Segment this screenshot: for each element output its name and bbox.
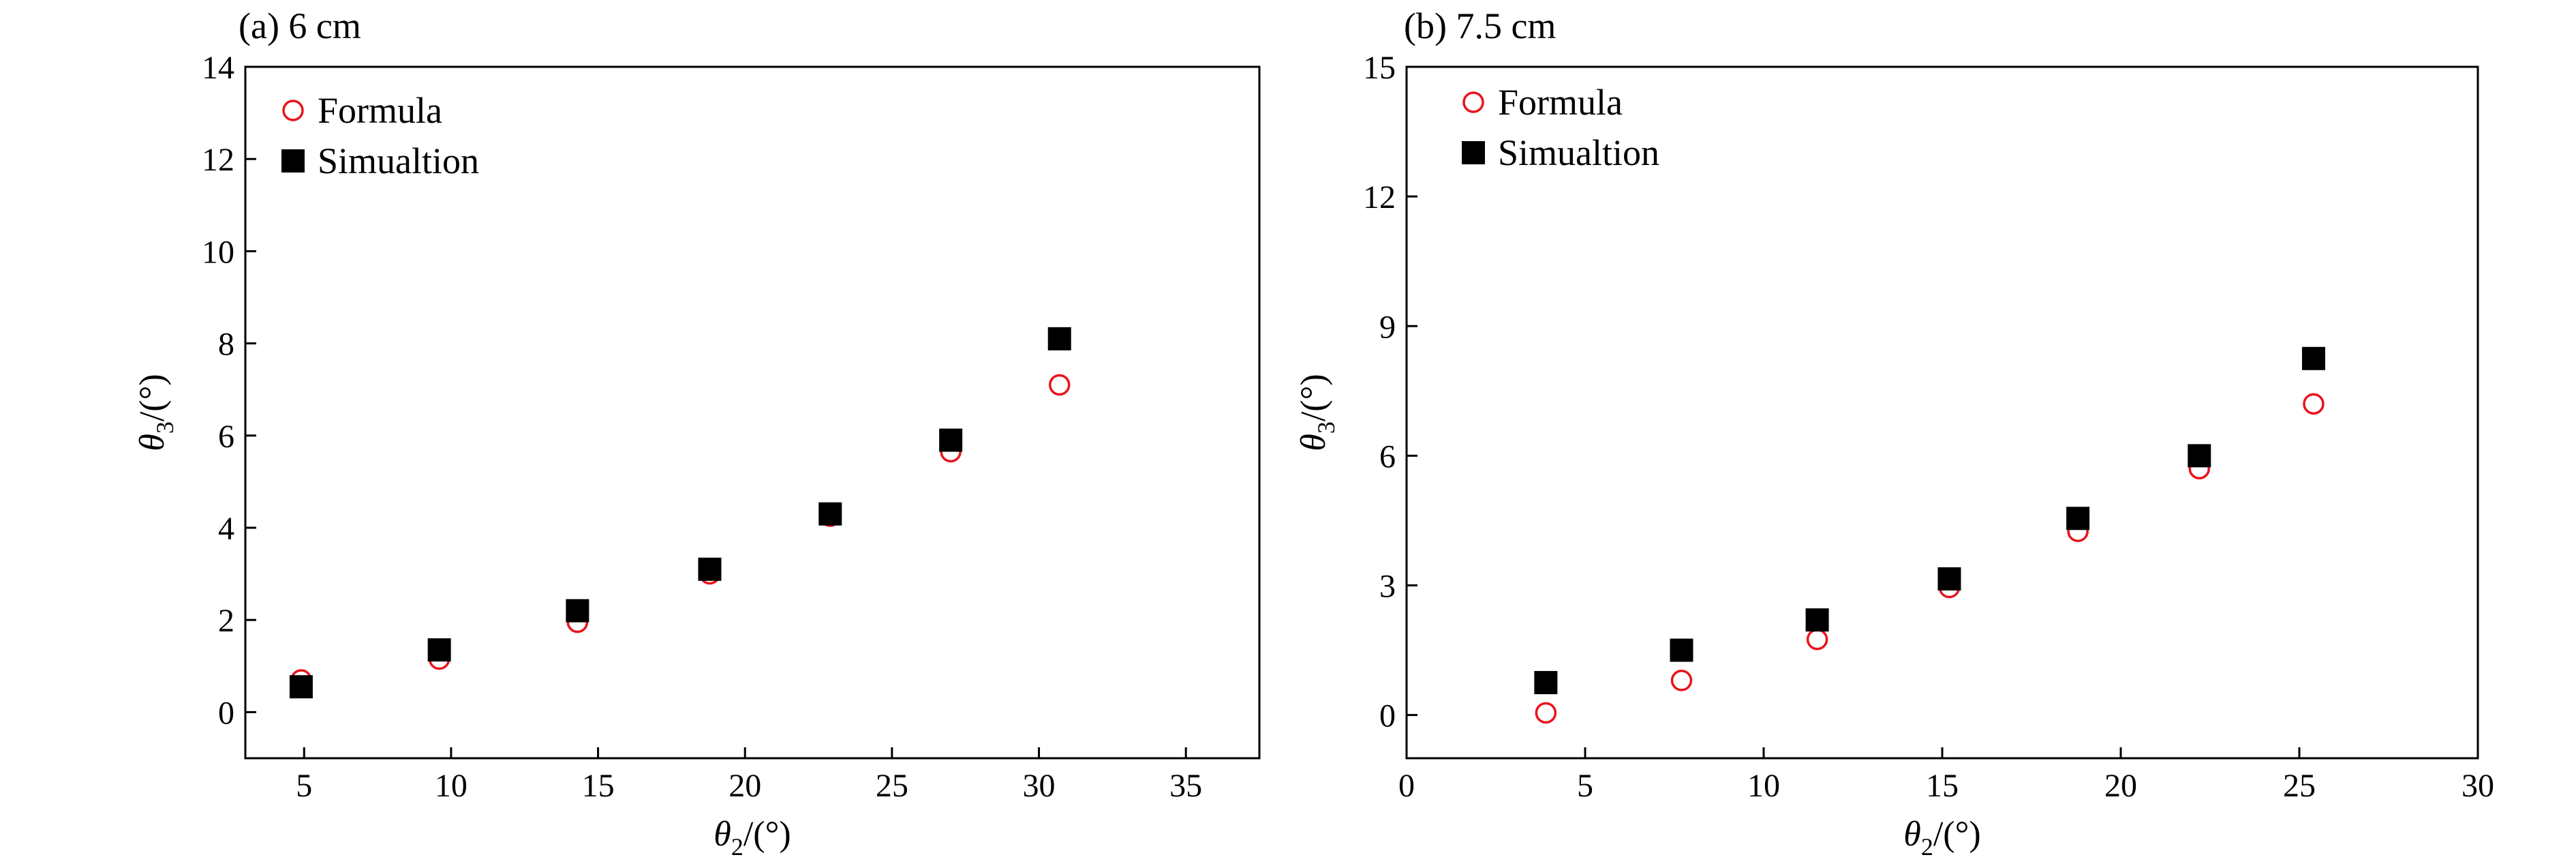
simulation-point bbox=[1670, 638, 1693, 662]
y-tick-label: 0 bbox=[218, 695, 234, 731]
y-axis-label-unit: /(°) bbox=[1294, 374, 1333, 421]
legend-label: Simualtion bbox=[1498, 132, 1659, 173]
simulation-point bbox=[1534, 671, 1558, 695]
formula-point bbox=[1670, 670, 1693, 691]
y-axis-label-symbol: θ bbox=[133, 434, 172, 451]
y-axis-label-symbol: θ bbox=[1294, 434, 1333, 451]
y-tick-label: 10 bbox=[202, 234, 234, 270]
y-axis-label: θ3/(°) bbox=[1294, 374, 1340, 451]
x-tick-label: 25 bbox=[876, 768, 908, 804]
x-tick-label: 15 bbox=[582, 768, 615, 804]
x-axis-label-symbol: θ bbox=[714, 815, 731, 854]
x-tick-label: 10 bbox=[435, 768, 467, 804]
x-tick-label: 20 bbox=[729, 768, 761, 804]
legend-marker-formula bbox=[282, 100, 304, 121]
simulation-point bbox=[1805, 608, 1829, 632]
x-axis-label: θ2/(°) bbox=[1903, 815, 1980, 860]
y-axis-label-unit: /(°) bbox=[133, 374, 172, 421]
y-axis-label-subscript: 3 bbox=[1313, 421, 1340, 434]
plot-frame bbox=[244, 65, 1261, 760]
simulation-point bbox=[1937, 567, 1961, 590]
x-tick-label: 0 bbox=[1398, 768, 1415, 804]
y-tick-label: 6 bbox=[1379, 438, 1396, 475]
x-tick-label: 15 bbox=[1926, 768, 1959, 804]
legend-marker-formula bbox=[1462, 91, 1484, 113]
y-axis-label: θ3/(°) bbox=[133, 374, 179, 451]
x-axis-label-symbol: θ bbox=[1903, 815, 1921, 854]
x-axis-label: θ2/(°) bbox=[714, 815, 791, 860]
x-tick-label: 25 bbox=[2283, 768, 2316, 804]
y-axis-label-subscript: 3 bbox=[151, 421, 179, 434]
chart-panel-b: (b) 7.5 cm0 5 10 15 20 25 3003691215θ2/(°)θ3/(… bbox=[1294, 5, 2494, 860]
legend-label: Formula bbox=[318, 90, 442, 131]
simulation-point bbox=[1047, 327, 1071, 350]
formula-point bbox=[2303, 393, 2325, 415]
x-tick-label: 30 bbox=[1023, 768, 1056, 804]
x-tick-label: 20 bbox=[2104, 768, 2137, 804]
y-tick-label: 15 bbox=[1363, 50, 1396, 86]
x-axis-label-unit: /(°) bbox=[743, 815, 791, 854]
x-tick-label: 30 bbox=[2462, 768, 2494, 804]
formula-point bbox=[1806, 628, 1828, 650]
x-tick-label: 10 bbox=[1747, 768, 1780, 804]
simulation-point bbox=[566, 599, 589, 623]
legend-label: Simualtion bbox=[318, 140, 479, 181]
legend-marker-simulation bbox=[281, 149, 305, 173]
simulation-point bbox=[698, 557, 722, 581]
x-tick-label: 35 bbox=[1169, 768, 1202, 804]
y-tick-label: 4 bbox=[218, 511, 234, 547]
panel-title: (b) 7.5 cm bbox=[1404, 5, 1556, 46]
legend-marker-simulation bbox=[1462, 141, 1485, 164]
x-tick-label: 5 bbox=[1577, 768, 1593, 804]
y-tick-label: 0 bbox=[1379, 698, 1396, 734]
y-tick-label: 2 bbox=[218, 603, 234, 639]
formula-point bbox=[1535, 702, 1557, 724]
x-axis-label-subscript: 2 bbox=[1921, 833, 1933, 860]
y-tick-label: 14 bbox=[202, 50, 234, 86]
x-axis-label-subscript: 2 bbox=[731, 833, 743, 860]
y-tick-label: 12 bbox=[202, 142, 234, 178]
y-tick-label: 9 bbox=[1379, 309, 1396, 345]
simulation-point bbox=[939, 428, 963, 452]
formula-point bbox=[1048, 374, 1071, 396]
simulation-point bbox=[427, 638, 451, 662]
simulation-point bbox=[2301, 346, 2325, 370]
y-tick-label: 3 bbox=[1379, 569, 1396, 605]
y-tick-label: 6 bbox=[218, 419, 234, 455]
chart-panel-a: (a) 6 cm5 10 15 20 25 30 3502468101214θ2/(°)θ3… bbox=[133, 5, 1261, 860]
panel-title: (a) 6 cm bbox=[239, 5, 361, 46]
y-tick-label: 12 bbox=[1363, 179, 1396, 215]
y-tick-label: 8 bbox=[218, 327, 234, 363]
x-axis-label-unit: /(°) bbox=[1933, 815, 1981, 854]
simulation-point bbox=[289, 675, 313, 699]
legend-label: Formula bbox=[1498, 82, 1623, 123]
simulation-point bbox=[2188, 444, 2211, 468]
simulation-point bbox=[818, 502, 842, 526]
x-tick-label: 5 bbox=[296, 768, 312, 804]
simulation-point bbox=[2066, 507, 2090, 530]
